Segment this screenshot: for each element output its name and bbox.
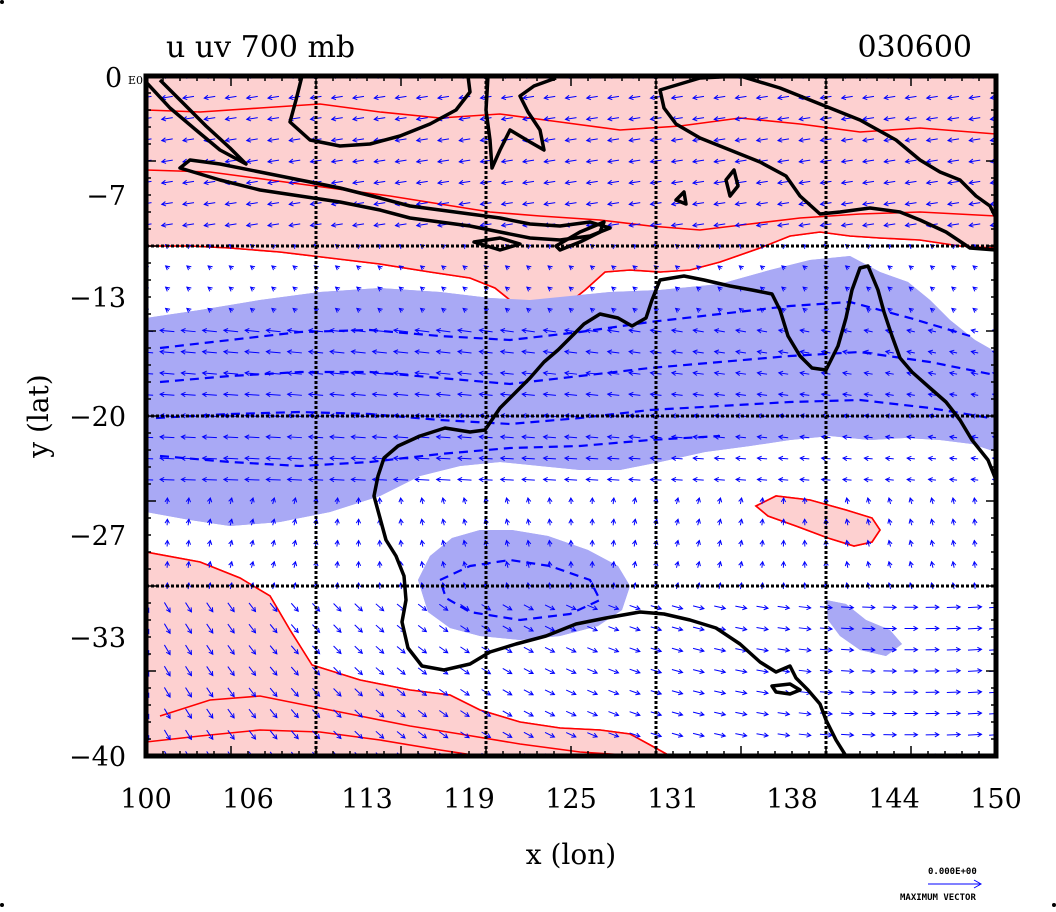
wind-vector [947, 628, 960, 629]
x-tick-label: 106 [222, 784, 274, 815]
wind-vector-head [139, 371, 143, 375]
max-vector-value: 0.000E+00 [928, 867, 977, 877]
wind-vector [947, 692, 960, 693]
wind-vector [309, 479, 323, 480]
y-axis-label: y (lat) [22, 374, 55, 458]
wind-vector-head [999, 690, 1003, 694]
corner-mark [0, 0, 4, 4]
wind-vector-head [999, 626, 1003, 630]
wind-vector [224, 458, 238, 459]
wind-vector [862, 607, 875, 608]
wind-vector [862, 649, 875, 650]
corner-small-label: E0 [128, 74, 143, 87]
negative-contours [146, 256, 996, 656]
max-vector-legend: 0.000E+00 MAXIMUM VECTOR [900, 867, 981, 903]
wind-vector [522, 479, 535, 480]
wind-vector [394, 479, 408, 480]
wind-vector-head [139, 477, 143, 481]
wind-vector [181, 479, 195, 480]
x-tick-label: 100 [120, 784, 172, 815]
map-area [139, 74, 1003, 761]
wind-vector [458, 479, 471, 480]
wind-vector [160, 458, 174, 459]
corner-label: 0 [105, 63, 122, 94]
y-tick-label: −40 [69, 742, 126, 773]
wind-vector [351, 479, 365, 480]
wind-vector-head [999, 711, 1003, 715]
wind-vector [373, 479, 387, 480]
title-right: 030600 [857, 30, 972, 65]
wind-vector [203, 458, 217, 459]
wind-vector [203, 479, 217, 480]
x-tick-labels: 100 106 113 119 125 131 138 144 150 [120, 784, 1022, 815]
wind-vector [501, 479, 514, 480]
x-tick-label: 113 [341, 784, 393, 815]
wind-vector [415, 479, 429, 480]
y-tick-label: −27 [69, 521, 126, 552]
wind-vector [245, 479, 259, 480]
corner-mark [0, 903, 4, 907]
wind-vector-head [139, 414, 143, 418]
y-tick-label: −13 [69, 283, 126, 314]
wind-vector [437, 479, 451, 480]
wind-vector [862, 628, 875, 629]
x-tick-label: 144 [868, 784, 920, 815]
wind-vector-head [139, 329, 143, 333]
wind-vector [947, 649, 960, 650]
wind-vector [947, 607, 960, 608]
x-tick-label: 131 [647, 784, 699, 815]
x-tick-label: 125 [545, 784, 597, 815]
wind-vector [947, 734, 960, 735]
wind-vector-head [139, 435, 143, 439]
y-tick-label: −20 [69, 402, 126, 433]
wind-vector-head [999, 647, 1003, 651]
wind-vector [288, 479, 302, 480]
wind-vector [224, 479, 238, 480]
wind-vector-head [139, 392, 143, 396]
tasmania-coastline [772, 684, 800, 694]
wind-vector-head [999, 669, 1003, 673]
wind-vector [862, 734, 875, 735]
wind-vector-head [139, 456, 143, 460]
max-vector-label: MAXIMUM VECTOR [900, 893, 976, 903]
wind-vector [479, 479, 492, 480]
y-tick-label: −7 [86, 181, 126, 212]
wind-vector-head [999, 732, 1003, 736]
wind-vector [947, 713, 960, 714]
wind-vector [862, 713, 875, 714]
wind-vector-head [999, 754, 1003, 758]
wind-vector-head [139, 350, 143, 354]
x-tick-label: 119 [443, 784, 495, 815]
wind-vector [330, 479, 344, 480]
title-left: u uv 700 mb [166, 30, 355, 65]
y-tick-labels: −7 −13 −20 −27 −33 −40 [69, 181, 126, 773]
wind-vector [862, 671, 875, 672]
wind-vector [160, 479, 174, 480]
wind-vector [862, 692, 875, 693]
wind-vector-head [999, 605, 1003, 609]
wind-vector [181, 458, 195, 459]
corner-mark [1052, 903, 1056, 907]
y-tick-label: −33 [69, 623, 126, 654]
wind-vector [266, 479, 280, 480]
x-tick-label: 150 [970, 784, 1022, 815]
wind-vector [947, 671, 960, 672]
x-tick-label: 138 [766, 784, 818, 815]
x-axis-label: x (lon) [526, 838, 616, 871]
